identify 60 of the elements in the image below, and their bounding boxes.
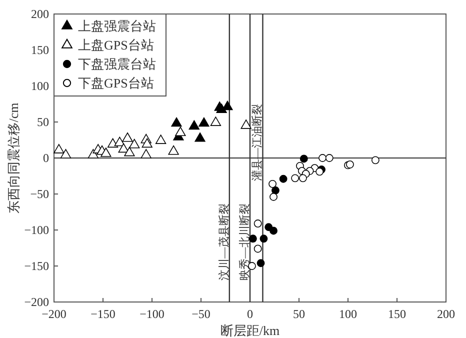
y-tick-label: −150 [24,258,49,273]
point [54,144,64,154]
point [194,132,206,142]
x-tick-label: −150 [90,307,116,322]
legend-label: 下盘强震台站 [78,56,156,72]
point [188,120,200,130]
x-tick-label: 150 [388,307,406,322]
y-tick-label: 100 [31,78,49,93]
point [272,186,280,194]
x-tick-label: 100 [339,307,357,322]
point [198,117,210,127]
point [100,148,112,157]
y-tick-label: 0 [43,150,49,165]
point [171,117,182,127]
point [60,149,72,158]
y-tick-label: 200 [31,6,49,21]
point [371,156,380,164]
point [168,145,179,155]
x-axis-title: 断层距/km [220,323,280,338]
y-tick-label: −50 [30,186,49,201]
point [140,149,152,158]
point [254,244,262,253]
point [142,138,152,148]
point [270,226,278,235]
point [325,154,334,162]
point [254,220,262,228]
point [298,174,307,182]
point [300,154,308,163]
point [291,174,300,182]
ref-line-label: 汶川—茂县断裂 [217,203,230,280]
point [175,126,186,136]
point [268,180,277,188]
x-tick-label: 0 [247,307,253,322]
y-tick-label: −200 [24,294,49,309]
legend-label: 上盘强震台站 [78,18,156,34]
point [318,154,326,162]
point [124,146,135,156]
point [256,259,265,268]
legend-label: 上盘GPS台站 [78,38,154,52]
point [222,100,233,110]
x-tick-label: 50 [293,307,305,322]
point [118,143,129,153]
point [210,116,222,126]
y-tick-label: 150 [31,42,49,57]
x-tick-label: 200 [437,307,455,322]
y-tick-label: −100 [24,222,49,237]
y-tick-label: 50 [37,114,49,129]
point [316,168,324,176]
point [155,134,166,144]
legend-label: 下盘GPS台站 [78,76,154,90]
point [240,120,252,129]
ref-line-label: 映秀—北川断裂 [238,203,251,280]
point [279,174,288,183]
x-tick-label: −50 [192,307,210,322]
point [260,234,268,243]
point [270,192,278,201]
point [129,138,140,148]
x-tick-label: −100 [140,307,164,322]
point [122,132,133,142]
y-axis-title: 东西向同震位移/cm [6,102,21,214]
